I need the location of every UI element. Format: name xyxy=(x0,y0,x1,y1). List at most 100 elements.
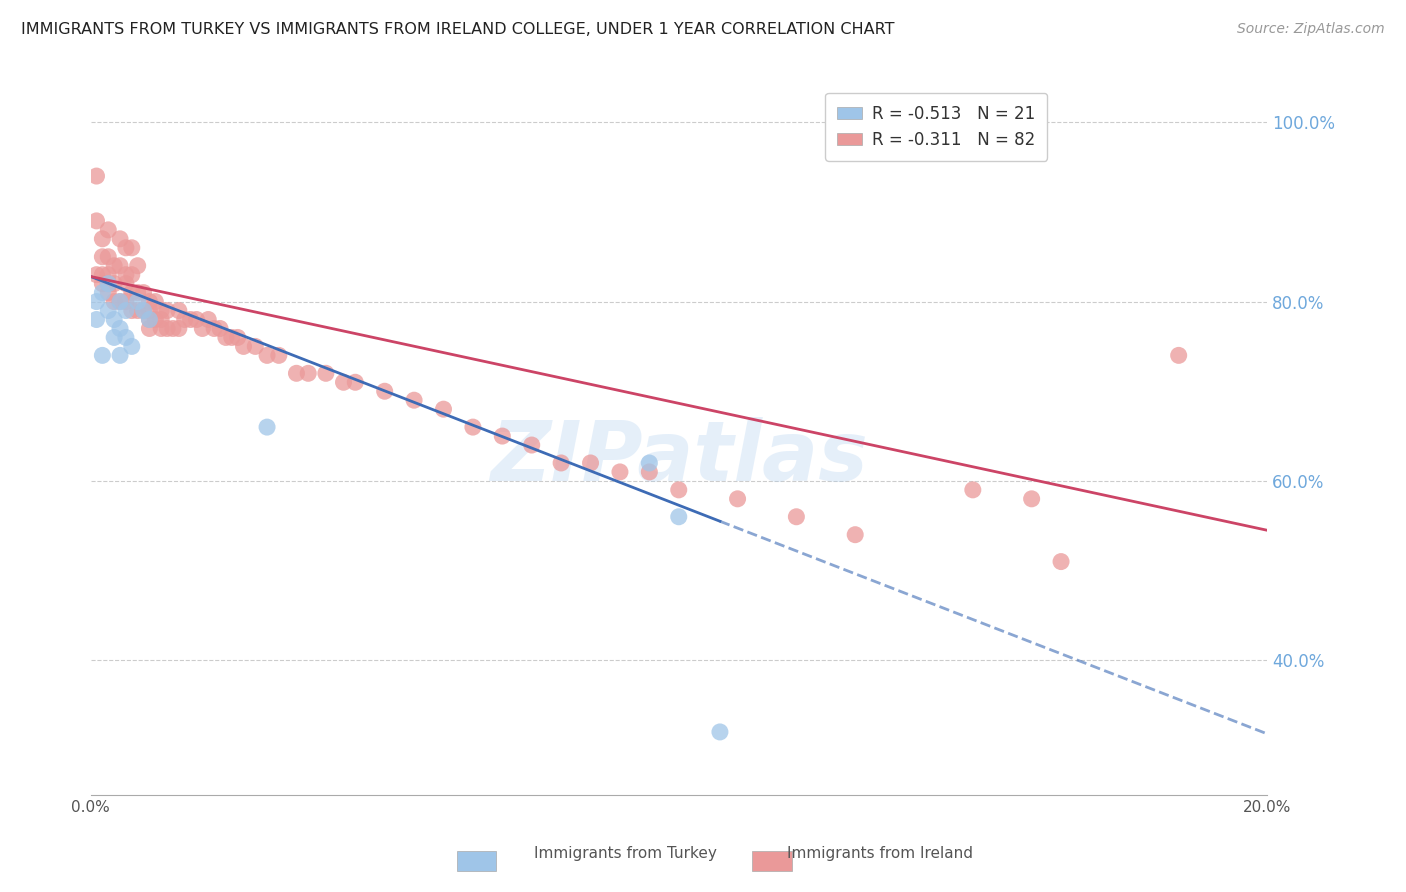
Point xyxy=(103,294,125,309)
Text: Immigrants from Turkey: Immigrants from Turkey xyxy=(534,847,717,861)
Point xyxy=(127,285,149,300)
Point xyxy=(491,429,513,443)
Point xyxy=(91,277,114,291)
Point xyxy=(844,527,866,541)
Point xyxy=(785,509,807,524)
Point xyxy=(108,294,131,309)
Point xyxy=(86,294,108,309)
Point xyxy=(121,241,143,255)
Point xyxy=(91,250,114,264)
Point xyxy=(232,339,254,353)
Point xyxy=(132,285,155,300)
Point xyxy=(709,725,731,739)
Point xyxy=(108,259,131,273)
Point xyxy=(256,420,278,434)
Point xyxy=(97,277,120,291)
Point xyxy=(97,303,120,318)
Point xyxy=(461,420,484,434)
Point xyxy=(103,330,125,344)
Point xyxy=(115,330,138,344)
Point xyxy=(97,250,120,264)
Point xyxy=(97,268,120,282)
Point xyxy=(180,312,202,326)
Point xyxy=(115,268,138,282)
Point xyxy=(115,294,138,309)
Point xyxy=(97,223,120,237)
Point xyxy=(103,277,125,291)
Point xyxy=(115,303,138,318)
Point xyxy=(97,277,120,291)
Text: Source: ZipAtlas.com: Source: ZipAtlas.com xyxy=(1237,22,1385,37)
Point xyxy=(121,303,143,318)
Point xyxy=(132,303,155,318)
Point xyxy=(127,294,149,309)
Point xyxy=(285,367,308,381)
Point xyxy=(191,321,214,335)
Point xyxy=(162,321,184,335)
Legend: R = -0.513   N = 21, R = -0.311   N = 82: R = -0.513 N = 21, R = -0.311 N = 82 xyxy=(825,93,1047,161)
Point xyxy=(150,321,173,335)
Point xyxy=(143,294,166,309)
Text: ZIPatlas: ZIPatlas xyxy=(489,417,868,498)
Point xyxy=(668,483,690,497)
Point xyxy=(727,491,749,506)
Point xyxy=(121,285,143,300)
Point xyxy=(202,321,225,335)
Point xyxy=(432,402,454,417)
Point xyxy=(121,339,143,353)
Point xyxy=(150,312,173,326)
Point xyxy=(127,259,149,273)
Point xyxy=(609,465,631,479)
Point xyxy=(127,303,149,318)
Text: Immigrants from Ireland: Immigrants from Ireland xyxy=(787,847,973,861)
Point xyxy=(374,384,396,399)
Point xyxy=(138,312,160,326)
Point xyxy=(86,169,108,183)
Point xyxy=(638,465,661,479)
Point xyxy=(256,348,278,362)
Point xyxy=(167,303,190,318)
Point xyxy=(208,321,231,335)
Point xyxy=(103,259,125,273)
Point xyxy=(91,232,114,246)
Point xyxy=(97,285,120,300)
Point xyxy=(404,393,426,408)
Point xyxy=(1167,348,1189,362)
Point xyxy=(167,321,190,335)
Point xyxy=(115,241,138,255)
Point xyxy=(121,268,143,282)
Point xyxy=(138,294,160,309)
Point xyxy=(115,277,138,291)
Point xyxy=(520,438,543,452)
Point xyxy=(267,348,290,362)
Point xyxy=(315,367,337,381)
Point xyxy=(138,321,160,335)
Point xyxy=(215,330,238,344)
Point xyxy=(1021,491,1043,506)
Point xyxy=(138,312,160,326)
Point xyxy=(226,330,249,344)
Point xyxy=(332,376,354,390)
Point xyxy=(138,303,160,318)
Point xyxy=(197,312,219,326)
Point xyxy=(108,232,131,246)
Point xyxy=(297,367,319,381)
Point xyxy=(103,312,125,326)
Text: IMMIGRANTS FROM TURKEY VS IMMIGRANTS FROM IRELAND COLLEGE, UNDER 1 YEAR CORRELAT: IMMIGRANTS FROM TURKEY VS IMMIGRANTS FRO… xyxy=(21,22,894,37)
Point xyxy=(91,285,114,300)
Point xyxy=(108,348,131,362)
Point xyxy=(156,321,179,335)
Point xyxy=(86,268,108,282)
Point xyxy=(132,303,155,318)
Point xyxy=(1050,555,1073,569)
Point xyxy=(186,312,208,326)
Point xyxy=(962,483,984,497)
Point xyxy=(108,294,131,309)
Point xyxy=(668,509,690,524)
Point xyxy=(173,312,195,326)
Point xyxy=(86,214,108,228)
Point xyxy=(344,376,367,390)
Point xyxy=(638,456,661,470)
Point xyxy=(221,330,243,344)
Point xyxy=(108,321,131,335)
